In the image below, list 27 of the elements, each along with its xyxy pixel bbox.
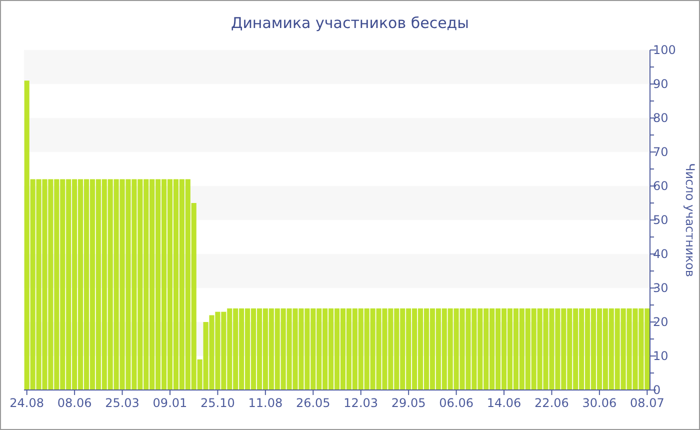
x-tick-label: 22.06 (534, 396, 569, 410)
y-tick-label: 40 (653, 247, 668, 261)
x-tick-label: 14.06 (486, 396, 522, 410)
y-tick-label: 0 (653, 383, 661, 397)
y-tick-label: 20 (653, 315, 668, 329)
y-tick-label: 100 (653, 43, 676, 57)
x-tick-label: 11.08 (248, 396, 283, 410)
x-tick-label: 25.10 (200, 396, 235, 410)
x-tick-label: 08.07 (630, 396, 664, 410)
x-tick-label: 26.05 (296, 396, 330, 410)
chart-title: Динамика участников беседы (230, 14, 470, 32)
x-tick-label: 12.03 (344, 396, 378, 410)
y-tick-label: 30 (653, 281, 668, 295)
y-tick-label: 80 (653, 111, 668, 125)
y-axis-title: Число участников (683, 163, 697, 277)
x-tick-label: 25.03 (105, 396, 140, 410)
y-tick-label: 70 (653, 145, 668, 159)
x-tick-label: 29.05 (391, 396, 426, 410)
y-tick-label: 60 (653, 179, 668, 193)
x-tick-label: 24.08 (10, 396, 44, 410)
y-tick-label: 10 (653, 349, 668, 363)
x-tick-label: 30.06 (582, 396, 617, 410)
x-tick-label: 08.06 (57, 396, 92, 410)
x-tick-label: 06.06 (439, 396, 474, 410)
x-tick-label: 09.01 (152, 396, 188, 410)
y-tick-label: 90 (653, 77, 668, 91)
y-tick-label: 50 (653, 213, 668, 227)
